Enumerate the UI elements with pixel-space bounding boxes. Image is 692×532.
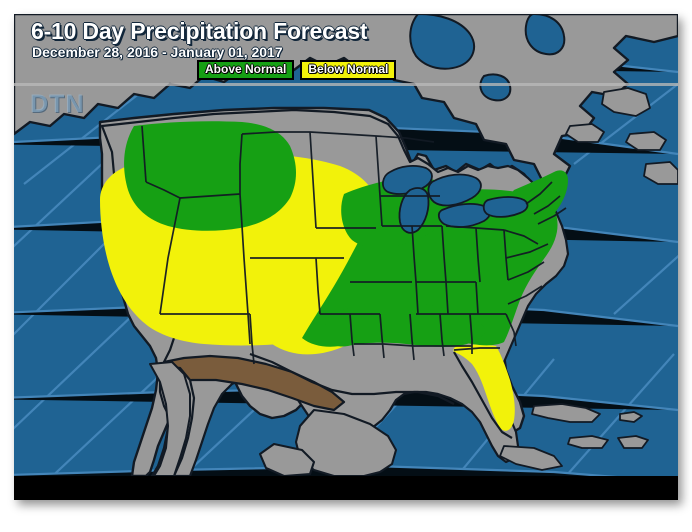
forecast-image-frame: DTN 6-10 Day Precipitation Forecast Dece… (14, 14, 678, 500)
map-graphic (14, 14, 678, 476)
bottom-black-bar (14, 476, 678, 500)
precipitation-forecast-map[interactable]: DTN 6-10 Day Precipitation Forecast Dece… (14, 14, 678, 476)
